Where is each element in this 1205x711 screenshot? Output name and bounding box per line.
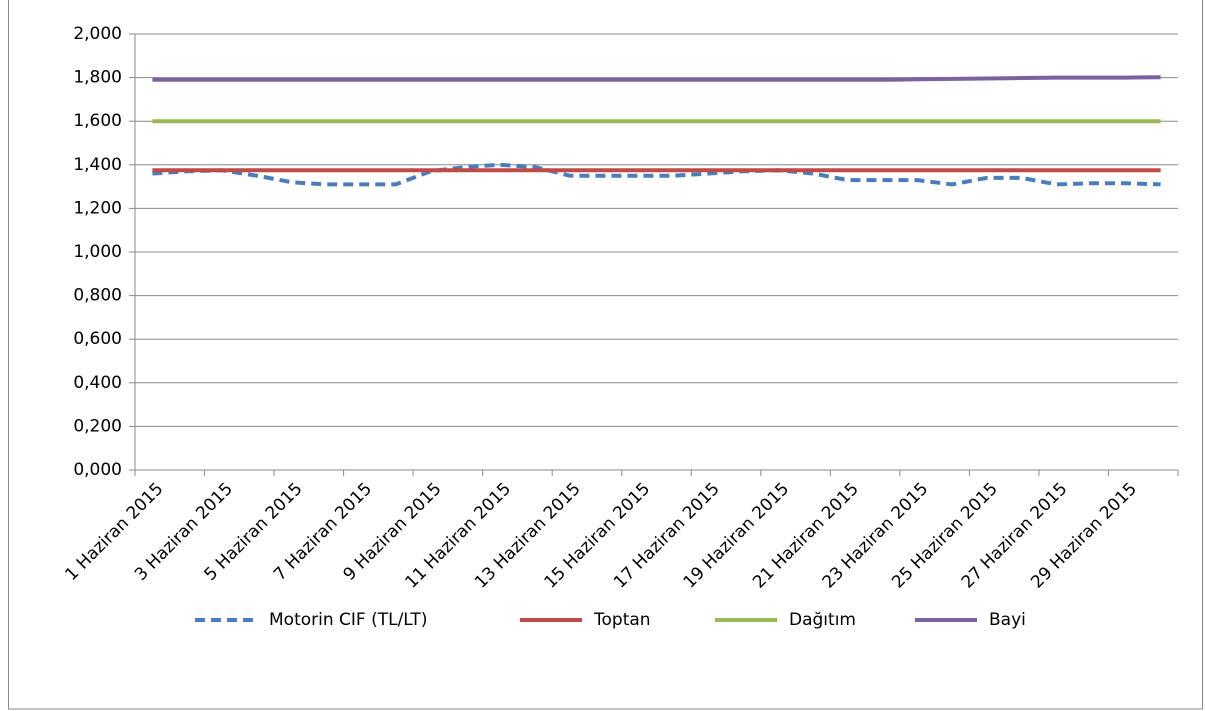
y-tick-label: 1,800	[73, 68, 122, 88]
y-tick-label: 0,400	[73, 373, 122, 393]
series-line	[152, 75, 1161, 82]
chart-border	[8, 0, 1203, 710]
y-tick-label: 1,200	[73, 198, 122, 218]
y-tick-label: 0,800	[73, 286, 122, 306]
legend-label: Motorin CIF (TL/LT)	[269, 610, 427, 630]
y-tick-label: 1,000	[73, 242, 122, 262]
legend-label: Bayi	[989, 610, 1026, 630]
y-tick-label: 1,600	[73, 111, 122, 131]
legend-label: Dağıtım	[789, 610, 856, 630]
y-tick-label: 2,000	[73, 24, 122, 44]
y-tick-label: 0,200	[73, 416, 122, 436]
y-tick-label: 0,600	[73, 329, 122, 349]
y-tick-label: 0,000	[73, 460, 122, 480]
series-line	[152, 162, 1161, 187]
y-tick-label: 1,400	[73, 155, 122, 175]
legend-label: Toptan	[593, 610, 651, 630]
